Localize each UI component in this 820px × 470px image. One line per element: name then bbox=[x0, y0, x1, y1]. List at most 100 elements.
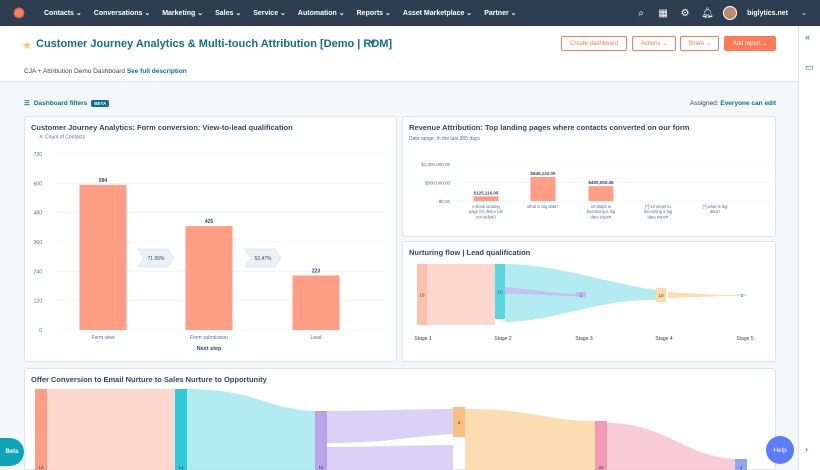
revenue-attribution-card[interactable]: Revenue Attribution: Top landing pages w… bbox=[402, 116, 776, 237]
sankey-node-value: 4 bbox=[740, 465, 743, 470]
nav-item-partner[interactable]: Partner ⌄ bbox=[484, 10, 517, 17]
sankey-node bbox=[175, 389, 187, 470]
y-tick-label: 720 bbox=[34, 152, 43, 158]
y-tick-label: 0 bbox=[39, 328, 42, 334]
x-tick-label-line: page for demo (do bbox=[469, 209, 504, 214]
sankey-node bbox=[576, 292, 586, 297]
revenue-bar bbox=[473, 196, 499, 201]
stage-label: Stage 5 bbox=[736, 336, 753, 342]
y-tick-label: $500,000.00 bbox=[425, 181, 451, 186]
gear-icon[interactable]: ⚙ bbox=[680, 7, 690, 19]
flow-link bbox=[607, 423, 735, 470]
add-report-label: Add report bbox=[732, 40, 761, 47]
comment-icon[interactable]: ▭ bbox=[805, 62, 814, 72]
y-tick-label: 480 bbox=[34, 211, 43, 217]
conversion-rate-label: 71.55% bbox=[148, 256, 166, 262]
bell-icon[interactable]: 🔔︎ bbox=[701, 7, 714, 19]
beta-button[interactable]: Beta bbox=[0, 438, 24, 466]
nav-menu: Contacts ⌄ Conversations ⌄ Marketing ⌄ Sale… bbox=[44, 9, 529, 17]
sankey-node-value: 3 bbox=[458, 420, 461, 425]
flow-link bbox=[327, 445, 453, 470]
dashboard-filters[interactable]: ☰ Dashboard filters BETA bbox=[24, 99, 110, 107]
x-tick-label-line: becoming a big bbox=[644, 209, 673, 214]
marketplace-icon[interactable]: ▦ bbox=[658, 7, 668, 19]
x-tick-label-line: data expert bbox=[591, 214, 613, 219]
card-title: Customer Journey Analytics: Form convers… bbox=[31, 123, 293, 132]
nav-item-sales[interactable]: Sales ⌄ bbox=[215, 10, 242, 17]
bar-value-label: $400,000.45 bbox=[588, 180, 614, 185]
assigned-value-link[interactable]: Everyone can edit bbox=[720, 100, 776, 107]
nurturing-flow-card[interactable]: Nurturing flow | Lead qualification 16 10… bbox=[402, 241, 776, 362]
account-menu[interactable]: biglytics.net bbox=[747, 9, 788, 17]
y-tick-label: 240 bbox=[34, 269, 43, 275]
stage-label: Stage 3 bbox=[575, 336, 592, 342]
revenue-bar bbox=[588, 186, 614, 201]
nav-item-asset-marketplace[interactable]: Asset Marketplace ⌄ bbox=[402, 10, 473, 17]
bar-form-view bbox=[79, 184, 127, 330]
form-conversion-card[interactable]: Customer Journey Analytics: Form convers… bbox=[24, 116, 397, 362]
bar-value-label: $125,116.05 bbox=[474, 190, 499, 195]
nav-item-conversations[interactable]: Conversations ⌄ bbox=[93, 10, 151, 17]
share-button[interactable]: Share ⌄ bbox=[680, 36, 719, 51]
create-dashboard-button[interactable]: Create dashboard bbox=[561, 36, 627, 51]
x-tick-label-line: what is big data? bbox=[527, 204, 559, 209]
bar-lead bbox=[292, 275, 340, 330]
right-side-panel: « ▭ › bbox=[798, 26, 820, 470]
caret-down-icon[interactable]: ▾ bbox=[370, 38, 376, 49]
offer-conversion-sankey: 14 14 15 3 20 4 bbox=[35, 389, 747, 470]
chevron-down-icon[interactable]: ⌄ bbox=[801, 10, 807, 17]
offer-conversion-card[interactable]: Offer Conversion to Email Nurture to Sal… bbox=[24, 368, 776, 470]
conversion-rate-label: 52.47% bbox=[255, 256, 273, 262]
top-navigation: ✺ Contacts ⌄ Conversations ⌄ Marketing ⌄ Sa… bbox=[0, 0, 820, 26]
x-tick-label-line: 10 steps to bbox=[591, 204, 612, 209]
bar-form-submission bbox=[185, 226, 233, 330]
filter-icon: ☰ bbox=[24, 100, 30, 107]
x-tick-label-line: not delete) bbox=[476, 214, 496, 219]
nav-item-contacts[interactable]: Contacts ⌄ bbox=[44, 10, 82, 17]
sankey-node bbox=[595, 421, 607, 470]
help-button[interactable]: Help bbox=[766, 436, 794, 464]
sankey-node-value: 14 bbox=[38, 465, 44, 470]
actions-button[interactable]: Actions ⌄ bbox=[632, 36, 676, 51]
x-tick-label-line: e-book landing bbox=[472, 204, 500, 209]
share-label: Share bbox=[688, 40, 705, 47]
y-tick-label: 600 bbox=[34, 181, 43, 187]
search-icon[interactable]: ⌕ bbox=[638, 7, 644, 19]
avatar[interactable] bbox=[723, 6, 738, 20]
nav-item-service[interactable]: Service ⌄ bbox=[253, 10, 286, 17]
description-text: CJA + Attribution Demo Dashboard bbox=[24, 68, 125, 75]
sankey-node bbox=[315, 411, 327, 470]
sankey-node-value: 20 bbox=[598, 465, 604, 470]
collapse-panel-icon[interactable]: « bbox=[805, 32, 811, 42]
actions-label: Actions bbox=[640, 40, 661, 47]
see-full-description-link[interactable]: See full description bbox=[126, 68, 187, 75]
sankey-node-value: 15 bbox=[318, 465, 324, 470]
assigned-info: Assigned: Everyone can edit bbox=[690, 100, 776, 107]
flow-link bbox=[47, 389, 175, 470]
dashboard-title[interactable]: Customer Journey Analytics & Multi-touch… bbox=[36, 38, 393, 50]
add-report-button[interactable]: Add report ⌄ bbox=[724, 36, 776, 51]
nav-item-marketing[interactable]: Marketing ⌄ bbox=[162, 10, 204, 17]
x-tick-label: Lead bbox=[310, 335, 321, 341]
x-axis-label: Next step bbox=[197, 346, 222, 352]
x-tick-label-line: [*] 10 steps to bbox=[645, 204, 671, 209]
y-tick-label: 360 bbox=[34, 240, 43, 246]
flow-link bbox=[465, 409, 595, 470]
nav-item-automation[interactable]: Automation ⌄ bbox=[297, 10, 345, 17]
star-icon[interactable]: ★ bbox=[22, 40, 32, 52]
flow-link bbox=[668, 292, 737, 298]
hubspot-sprocket-icon[interactable]: ✺ bbox=[13, 4, 25, 21]
y-tick-label: $0.00 bbox=[439, 199, 451, 204]
x-tick-label-line: becoming a big bbox=[587, 209, 616, 214]
beta-badge: BETA bbox=[91, 99, 110, 107]
nurturing-flow-sankey: 16 10 1 10 1 Stage 1 Stage 2 Stage 3 Stage 4 Stag… bbox=[414, 264, 754, 342]
chevron-right-icon[interactable]: › bbox=[805, 444, 808, 454]
nav-item-reports[interactable]: Reports ⌄ bbox=[356, 10, 391, 17]
legend-label: Count of Contacts bbox=[45, 135, 86, 141]
dashboard-header: ★ Customer Journey Analytics & Multi-tou… bbox=[0, 26, 798, 82]
x-tick-label: Form view bbox=[91, 335, 114, 341]
x-tick-label-line: data? bbox=[710, 209, 721, 214]
x-tick-label: e-book landing page for demo (do not delet… bbox=[469, 204, 504, 219]
sankey-node bbox=[735, 459, 747, 470]
bar-value-label: 425 bbox=[205, 219, 214, 225]
